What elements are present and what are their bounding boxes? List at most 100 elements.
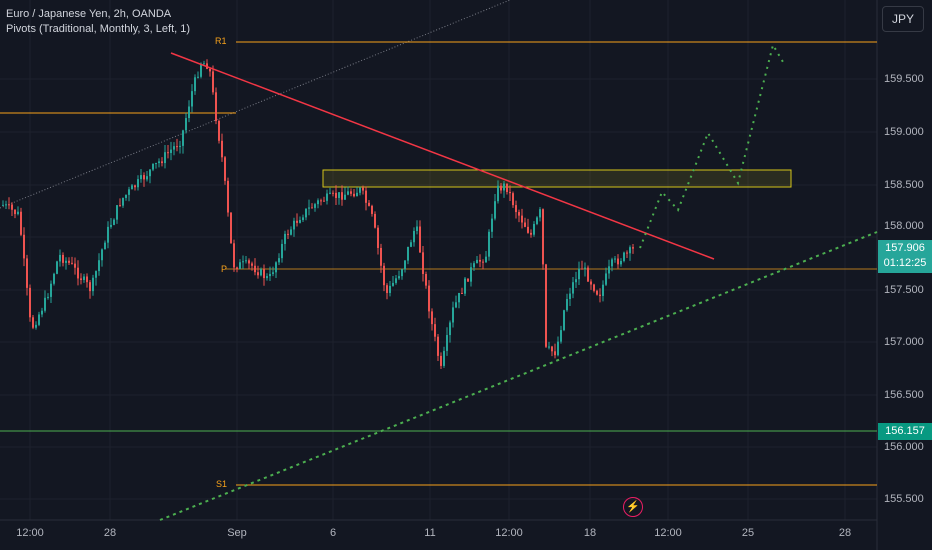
candle-body bbox=[479, 259, 481, 262]
candle-body bbox=[59, 254, 61, 262]
candle-body bbox=[119, 205, 121, 207]
candle-body bbox=[140, 175, 142, 180]
x-tick-label: 28 bbox=[103, 527, 117, 539]
grid-vertical bbox=[29, 0, 846, 520]
candle-body bbox=[137, 179, 139, 188]
pivot-s1-label: S1 bbox=[216, 479, 228, 489]
candle-body bbox=[551, 346, 553, 352]
candle-body bbox=[146, 176, 148, 180]
candle-body bbox=[263, 269, 265, 279]
candle-body bbox=[125, 194, 127, 198]
indicator-title[interactable]: Pivots (Traditional, Monthly, 3, Left, 1… bbox=[6, 23, 191, 35]
candle-body bbox=[104, 242, 106, 250]
candle-body bbox=[428, 285, 430, 312]
candle-body bbox=[20, 211, 22, 235]
candle-body bbox=[626, 252, 628, 254]
candle-body bbox=[350, 191, 352, 194]
candle-body bbox=[410, 242, 412, 247]
candle-body bbox=[233, 243, 235, 268]
candle-body bbox=[113, 219, 115, 225]
candle-body bbox=[347, 191, 349, 195]
candle-body bbox=[95, 271, 97, 278]
bar-countdown: 01:12:25 bbox=[883, 257, 927, 269]
candle-body bbox=[473, 263, 475, 268]
candle-body bbox=[62, 254, 64, 263]
candle-body bbox=[383, 265, 385, 286]
y-tick-label: 159.000 bbox=[884, 126, 924, 138]
candle-body bbox=[485, 256, 487, 263]
candle-body bbox=[89, 282, 91, 292]
candle-body bbox=[401, 269, 403, 277]
x-tick-label: 12:00 bbox=[495, 527, 523, 539]
candle-body bbox=[521, 215, 523, 223]
candle-body bbox=[509, 191, 511, 194]
candle-body bbox=[422, 252, 424, 274]
candle-body bbox=[536, 217, 538, 224]
candle-body bbox=[392, 282, 394, 286]
candle-body bbox=[272, 272, 274, 274]
candle-body bbox=[530, 232, 532, 235]
pivot-r1-label: R1 bbox=[215, 36, 227, 46]
x-tick-label: Sep bbox=[227, 527, 247, 539]
candle-body bbox=[608, 266, 610, 274]
candle-body bbox=[488, 231, 490, 257]
candle-body bbox=[185, 118, 187, 131]
y-tick-label: 157.000 bbox=[884, 336, 924, 348]
candle-body bbox=[569, 293, 571, 300]
candle-body bbox=[467, 278, 469, 282]
candle-body bbox=[446, 335, 448, 351]
candle-body bbox=[200, 63, 202, 77]
candle-body bbox=[632, 247, 634, 249]
candle-body bbox=[434, 324, 436, 337]
candle-body bbox=[596, 290, 598, 295]
currency-button[interactable]: JPY bbox=[882, 6, 924, 32]
candle-body bbox=[29, 287, 31, 318]
candle-body bbox=[38, 314, 40, 325]
candle-body bbox=[245, 260, 247, 262]
candle-body bbox=[455, 302, 457, 308]
ascending-trendline bbox=[159, 231, 878, 521]
candle-body bbox=[11, 204, 13, 210]
y-tick-label: 155.500 bbox=[884, 493, 924, 505]
candle-body bbox=[305, 208, 307, 218]
candle-body bbox=[254, 265, 256, 273]
candle-body bbox=[230, 212, 232, 244]
x-tick-label: 6 bbox=[329, 527, 337, 539]
lightning-icon[interactable]: ⚡ bbox=[623, 497, 643, 517]
x-tick-label: 28 bbox=[838, 527, 852, 539]
candle-body bbox=[545, 264, 547, 347]
candle-body bbox=[353, 193, 355, 197]
candle-body bbox=[221, 140, 223, 158]
candle-body bbox=[317, 200, 319, 205]
candle-body bbox=[152, 163, 154, 170]
candle-body bbox=[23, 234, 25, 259]
symbol-title[interactable]: Euro / Japanese Yen, 2h, OANDA bbox=[6, 8, 172, 20]
candle-body bbox=[53, 273, 55, 284]
candle-body bbox=[344, 194, 346, 200]
candle-body bbox=[17, 211, 19, 215]
candle-body bbox=[557, 341, 559, 356]
candle-body bbox=[338, 192, 340, 198]
candle-body bbox=[554, 351, 556, 356]
y-tick-label: 159.500 bbox=[884, 73, 924, 85]
candle-body bbox=[281, 243, 283, 259]
candle-body bbox=[2, 204, 4, 206]
candle-body bbox=[449, 322, 451, 336]
candle-body bbox=[386, 285, 388, 293]
candle-body bbox=[161, 161, 163, 164]
candle-body bbox=[278, 258, 280, 263]
candle-body bbox=[482, 261, 484, 263]
candle-body bbox=[335, 192, 337, 198]
resistance-zone bbox=[322, 169, 792, 188]
candle-body bbox=[581, 268, 583, 270]
candle-body bbox=[191, 91, 193, 107]
candle-body bbox=[548, 346, 550, 348]
y-tick-label: 157.500 bbox=[884, 284, 924, 296]
candle-body bbox=[56, 261, 58, 274]
candle-body bbox=[332, 192, 334, 194]
candle-body bbox=[539, 209, 541, 218]
candle-body bbox=[107, 226, 109, 243]
candle-body bbox=[158, 161, 160, 164]
candle-body bbox=[341, 192, 343, 200]
